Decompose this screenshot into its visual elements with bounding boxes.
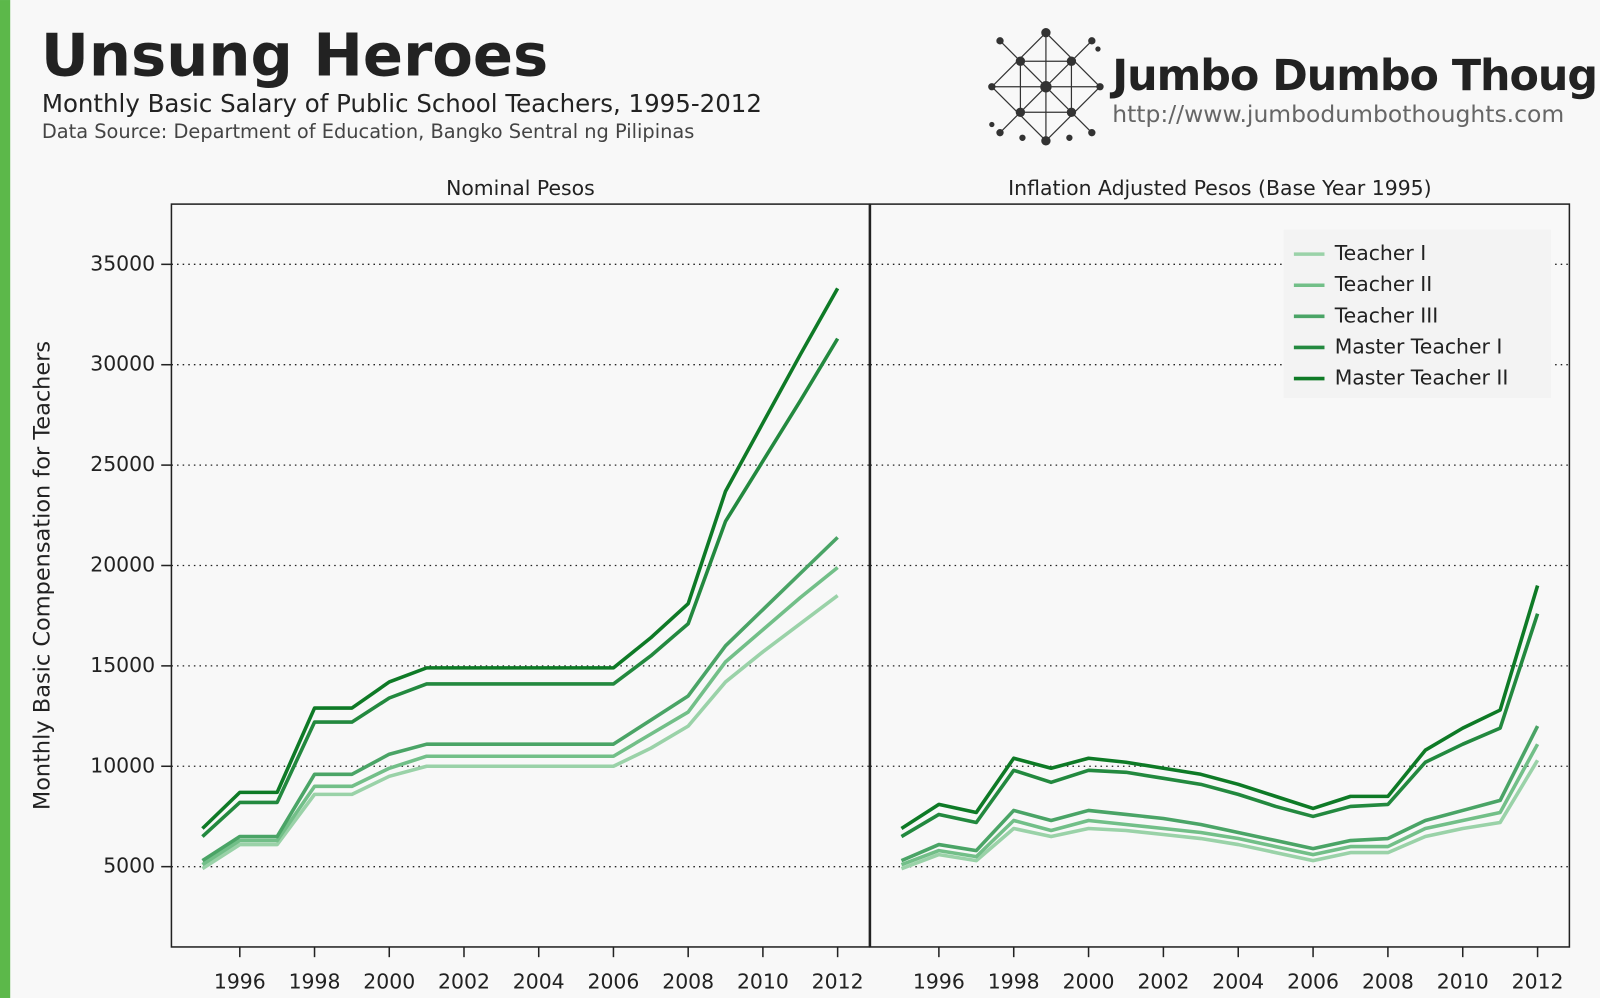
x-tick-label: 1998 — [988, 970, 1040, 994]
x-tick-label: 2004 — [513, 970, 565, 994]
series-line — [201, 594, 839, 871]
legend-box — [1283, 229, 1552, 398]
y-axis-title: Monthly Basic Compensation for Teachers — [29, 341, 55, 810]
side-bar — [0, 0, 11, 998]
x-tick-label: 2002 — [1137, 970, 1189, 994]
x-tick-label: 2000 — [363, 970, 415, 994]
legend-label: Master Teacher I — [1335, 334, 1503, 358]
x-tick-label: 1998 — [289, 970, 341, 994]
x-tick-label: 2002 — [438, 970, 490, 994]
series-line — [201, 536, 839, 863]
panel-title: Nominal Pesos — [446, 176, 595, 200]
y-tick-label: 15000 — [90, 653, 155, 677]
y-tick-label: 5000 — [103, 854, 155, 878]
y-tick-label: 25000 — [90, 452, 155, 476]
series-line — [900, 585, 1540, 831]
x-tick-label: 2004 — [1212, 970, 1264, 994]
series-line — [900, 759, 1540, 871]
x-tick-label: 2008 — [1362, 970, 1414, 994]
x-tick-label: 2010 — [1437, 970, 1489, 994]
y-tick-label: 35000 — [90, 251, 155, 275]
series-line — [201, 566, 839, 867]
logo-icon — [988, 27, 1104, 146]
x-tick-label: 2012 — [1512, 970, 1564, 994]
logo-name: Jumbo Dumbo Thoughts — [1109, 51, 1600, 101]
series-line — [201, 287, 840, 830]
x-tick-label: 2010 — [737, 970, 789, 994]
legend-label: Teacher II — [1334, 272, 1433, 296]
x-tick-label: 2000 — [1063, 970, 1115, 994]
x-tick-label: 1996 — [214, 970, 266, 994]
y-tick-label: 10000 — [90, 753, 155, 777]
subtitle: Monthly Basic Salary of Public School Te… — [42, 89, 762, 118]
source: Data Source: Department of Education, Ba… — [42, 120, 695, 143]
legend-label: Master Teacher II — [1335, 366, 1509, 390]
series-line — [900, 613, 1540, 839]
panel-title: Inflation Adjusted Pesos (Base Year 1995… — [1008, 176, 1431, 200]
x-tick-label: 2012 — [812, 970, 864, 994]
series-line — [201, 337, 840, 838]
x-tick-label: 2008 — [662, 970, 714, 994]
y-tick-label: 30000 — [90, 352, 155, 376]
plot-frame — [170, 203, 871, 948]
title: Unsung Heroes — [41, 20, 548, 89]
plot-frame — [869, 203, 1571, 948]
series-line — [900, 743, 1540, 867]
x-tick-label: 2006 — [587, 970, 639, 994]
x-tick-label: 1996 — [913, 970, 965, 994]
y-tick-label: 20000 — [90, 552, 155, 576]
legend-label: Teacher III — [1334, 303, 1439, 327]
logo-url: http://www.jumbodumbothoughts.com — [1112, 100, 1564, 128]
series-line — [900, 725, 1540, 863]
x-tick-label: 2006 — [1287, 970, 1339, 994]
legend-label: Teacher I — [1334, 241, 1427, 265]
